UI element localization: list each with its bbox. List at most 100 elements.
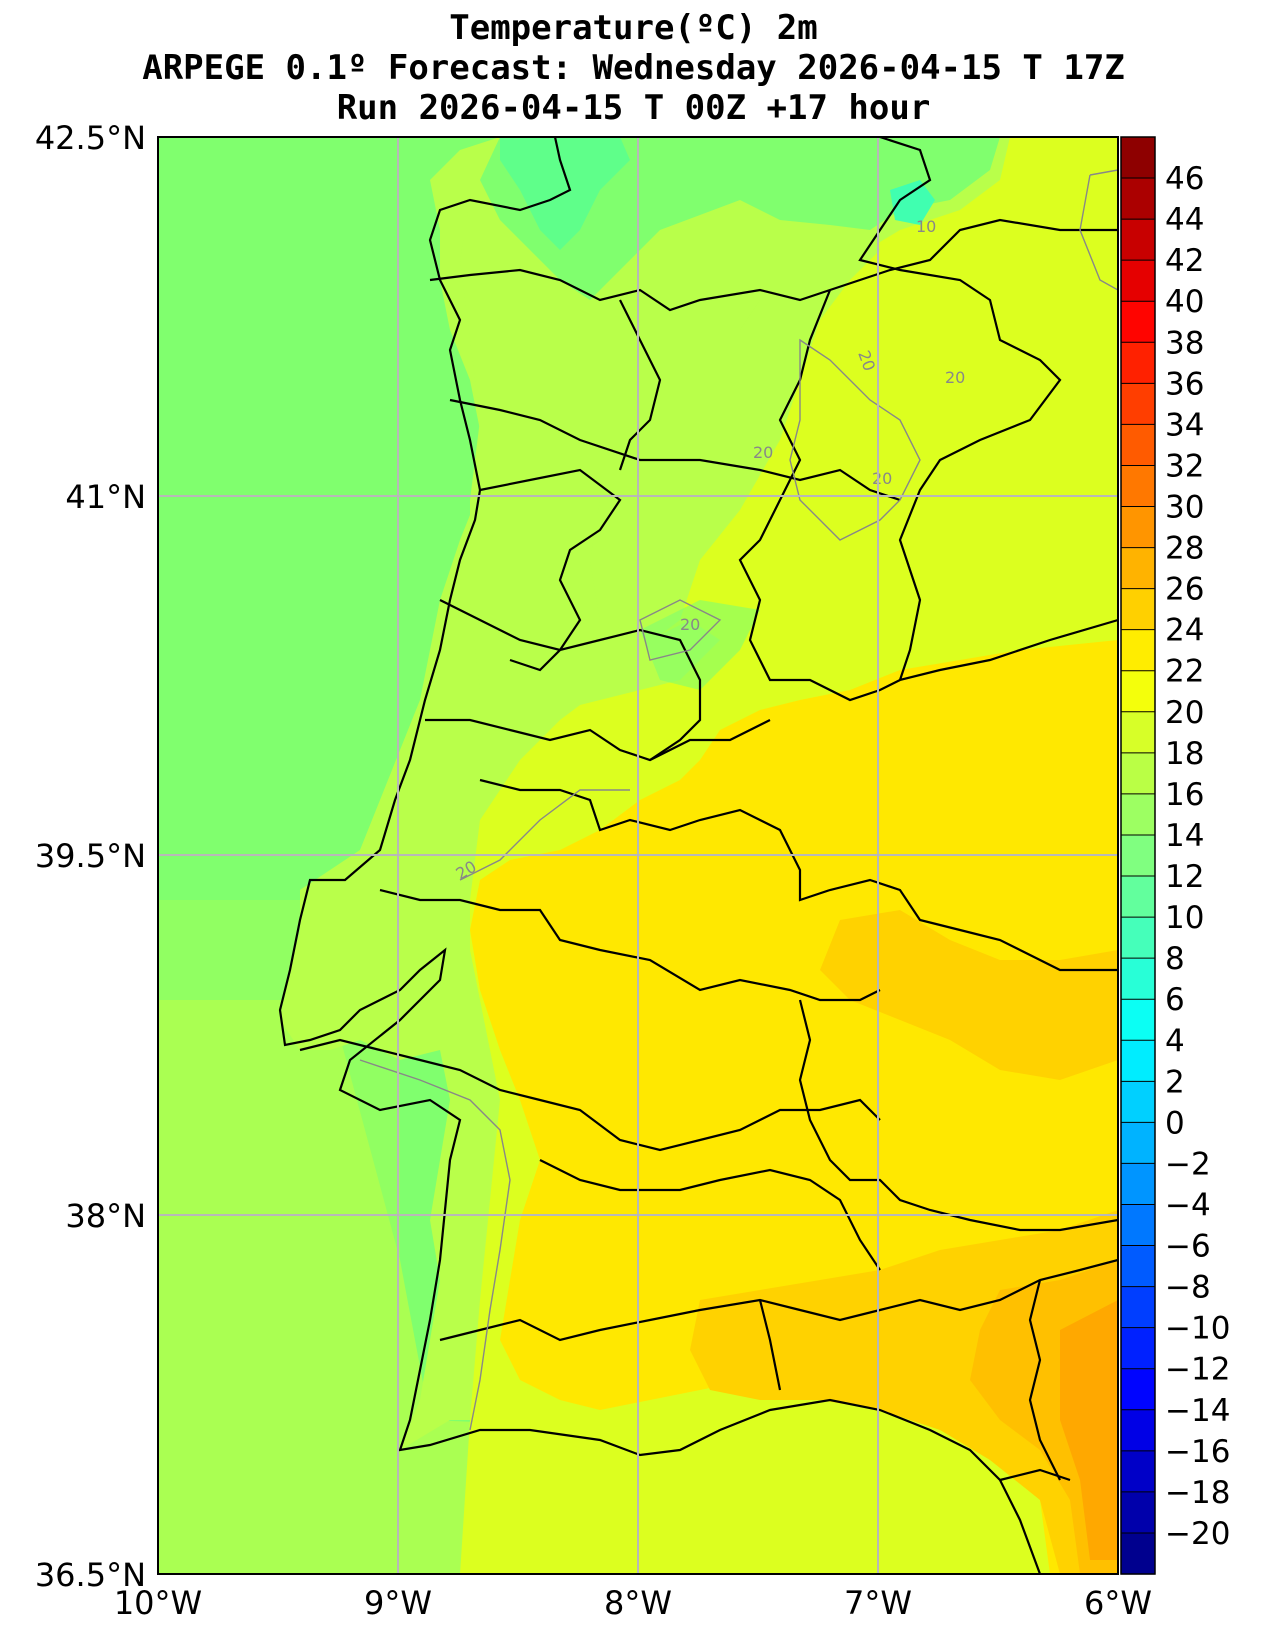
contour-20-mid: [639, 599, 722, 661]
title-line-2: ARPEGE 0.1º Forecast: Wednesday 2026-04-…: [142, 48, 1125, 88]
colorbar-bin: [1121, 834, 1155, 877]
colorbar-label: −10: [1165, 1311, 1230, 1347]
colorbar: 4644424038363432302826242220181614121086…: [1120, 136, 1230, 1575]
colorbar-label: 16: [1165, 777, 1204, 813]
colorbar-label: 46: [1165, 161, 1204, 197]
border-9: [798, 999, 1118, 1232]
colorbar-label: 14: [1165, 818, 1204, 854]
lon-tick-label: 7°W: [844, 1584, 912, 1622]
border-minho: [429, 218, 1118, 312]
coastline: [278, 137, 1042, 1574]
colorbar-label: 44: [1165, 202, 1204, 238]
colorbar-bin: [1121, 670, 1155, 713]
colorbar-label: 24: [1165, 613, 1204, 649]
colorbar-label: 18: [1165, 736, 1204, 772]
colorbar-bin: [1121, 1409, 1155, 1452]
colorbar-bin: [1121, 1081, 1155, 1123]
lon-tick-label: 10°W: [114, 1584, 202, 1622]
colorbar-label: 2: [1165, 1064, 1185, 1100]
colorbar-label: 32: [1165, 448, 1204, 484]
colorbar-label: −14: [1165, 1393, 1230, 1429]
colorbar-label: 42: [1165, 243, 1204, 279]
land-cool-valley: [640, 600, 760, 690]
border-11: [439, 1258, 1118, 1342]
colorbar-bin: [1121, 1450, 1155, 1493]
contour-20-west: [459, 789, 630, 881]
contour-label-20-a: 20: [945, 368, 965, 387]
colorbar-bin: [1121, 711, 1155, 754]
colorbar-label: 30: [1165, 490, 1204, 526]
colorbar-bin: [1121, 793, 1155, 836]
border-10: [539, 1159, 881, 1271]
border-6: [479, 778, 1118, 972]
colorbar-bin: [1121, 1204, 1155, 1247]
title-line-3: Run 2026-04-15 T 00Z +17 hour: [336, 88, 931, 128]
colorbar-label: −20: [1165, 1516, 1230, 1552]
colorbar-bin: [1121, 547, 1155, 590]
colorbar-label: 36: [1165, 366, 1204, 402]
colorbar-bin: [1121, 301, 1155, 343]
contour-label-10: 10: [916, 217, 936, 236]
border-5: [425, 718, 771, 762]
border-douro: [449, 398, 901, 502]
colorbar-label: −16: [1165, 1434, 1230, 1470]
border-2: [618, 299, 662, 471]
lon-axis: 10°W 9°W 8°W 7°W 6°W: [114, 1584, 1152, 1622]
colorbar-bin: [1121, 424, 1155, 467]
contour-lines: [359, 169, 1118, 1431]
colorbar-bin: [1121, 1286, 1155, 1329]
lat-tick-label: 41°N: [65, 478, 146, 516]
border-4: [439, 599, 702, 761]
lat-tick-label: 36.5°N: [35, 1556, 146, 1594]
plot-frame: [157, 136, 1119, 1575]
colorbar-label: 40: [1165, 284, 1204, 320]
lon-tick-label: 8°W: [604, 1584, 672, 1622]
colorbar-label: 28: [1165, 531, 1204, 567]
colorbar-bin: [1121, 1163, 1155, 1206]
border-12: [758, 1299, 782, 1391]
contour-label-20-e: 20: [680, 615, 700, 634]
colorbar-bin: [1121, 1327, 1155, 1370]
lat-tick-label: 39.5°N: [35, 837, 146, 875]
colorbar-label: 22: [1165, 654, 1204, 690]
colorbar-bin: [1121, 629, 1155, 672]
border-7: [379, 888, 881, 1002]
land-hot-east: [820, 910, 1118, 1080]
colorbar-bin: [1121, 588, 1155, 631]
contour-20-coast: [359, 1059, 511, 1431]
colorbar-bin: [1121, 917, 1155, 959]
colorbar-label: −6: [1165, 1229, 1211, 1265]
colorbar-label: 6: [1165, 982, 1185, 1018]
lat-tick-label: 38°N: [65, 1197, 146, 1235]
colorbar-bin: [1121, 1532, 1155, 1575]
colorbar-bin: [1121, 383, 1155, 425]
lon-tick-label: 6°W: [1084, 1584, 1152, 1622]
colorbar-bin: [1121, 752, 1155, 795]
colorbar-label: −4: [1165, 1187, 1211, 1223]
colorbar-bin: [1121, 219, 1155, 261]
colorbar-label: 8: [1165, 941, 1185, 977]
border-8: [299, 1038, 881, 1152]
colorbar-label: 0: [1165, 1105, 1185, 1141]
title-line-1: Temperature(ºC) 2m: [449, 8, 818, 48]
colorbar-label: 38: [1165, 325, 1204, 361]
land-hottest: [1060, 1300, 1118, 1560]
colorbar-label: −8: [1165, 1270, 1211, 1306]
colorbar-bin: [1121, 958, 1155, 1000]
colorbar-bin: [1121, 465, 1155, 508]
colorbar-bin: [1121, 1245, 1155, 1288]
cold-spot: [890, 180, 935, 225]
colorbar-frame: [1120, 136, 1156, 1575]
contour-label-20-c: 20: [753, 443, 773, 462]
colorbar-bin: [1121, 999, 1155, 1041]
colorbar-bin: [1121, 1122, 1155, 1165]
colorbar-bin: [1121, 506, 1155, 549]
lon-tick-label: 9°W: [364, 1584, 432, 1622]
colorbar-bin: [1121, 1491, 1155, 1534]
colorbar-bin: [1121, 1040, 1155, 1082]
colorbar-label: 4: [1165, 1023, 1185, 1059]
colorbar-label: 10: [1165, 900, 1204, 936]
contour-label-20-d: 20: [872, 469, 892, 488]
admin-borders: [278, 137, 1118, 1574]
